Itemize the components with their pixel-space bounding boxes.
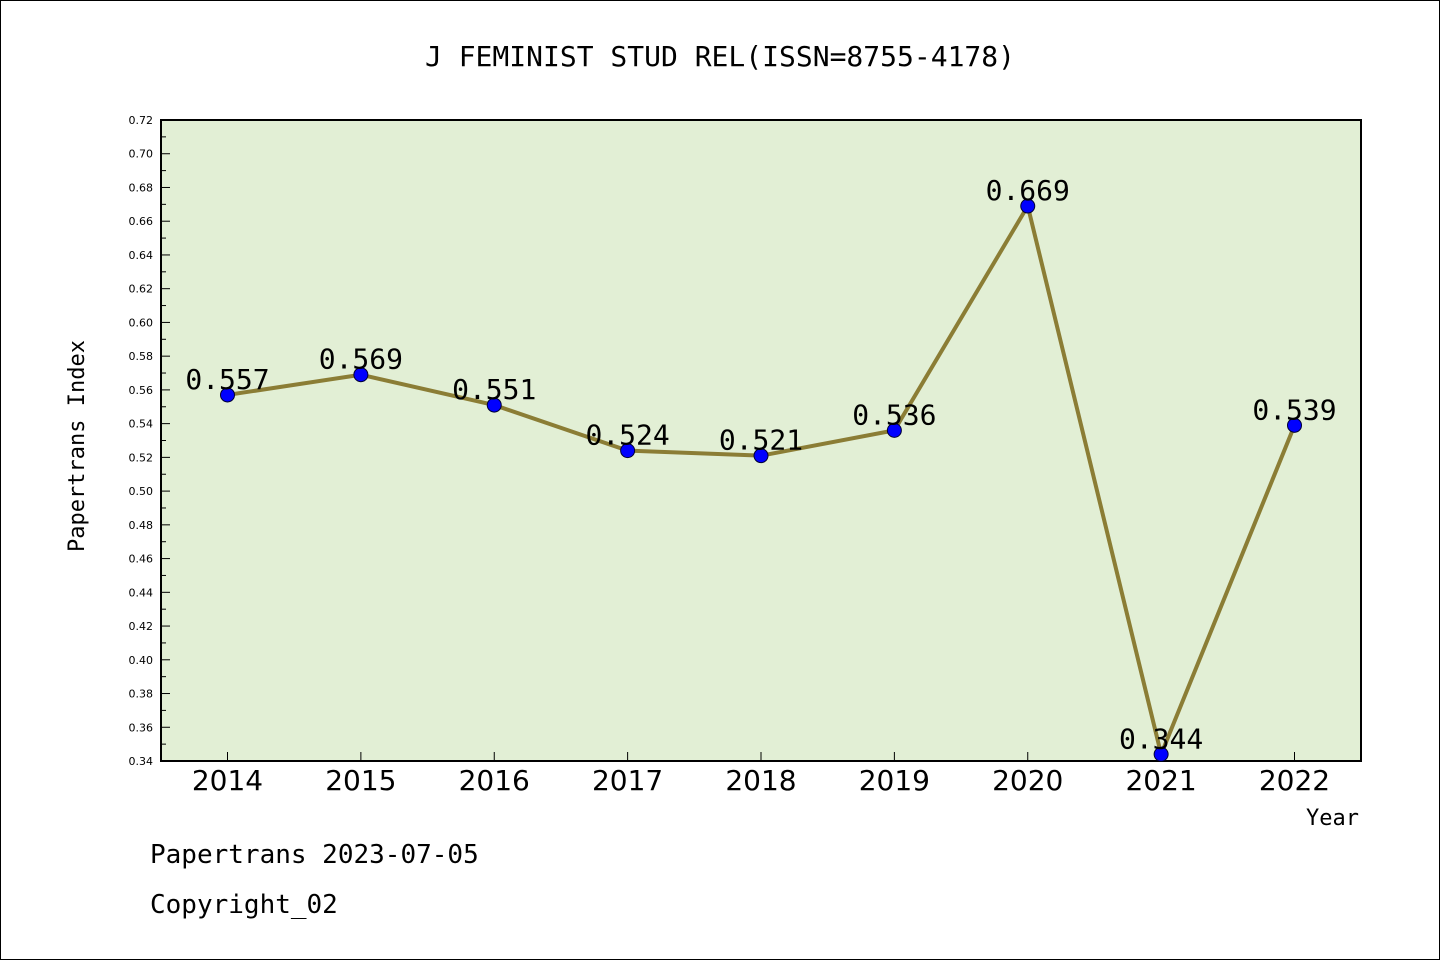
data-label: 0.536 [852, 398, 936, 431]
x-tick-label: 2019 [859, 764, 930, 797]
x-tick-label: 2015 [325, 764, 396, 797]
data-label: 0.539 [1252, 393, 1336, 426]
y-tick-label: 0.72 [129, 114, 154, 127]
y-tick-label: 0.36 [129, 721, 154, 734]
plot-area [160, 119, 1362, 762]
data-label: 0.557 [185, 363, 269, 396]
x-tick-label: 2017 [592, 764, 663, 797]
x-tick-label: 2022 [1259, 764, 1330, 797]
data-label: 0.344 [1119, 722, 1203, 755]
data-point [886, 422, 902, 438]
y-tick-label: 0.44 [129, 586, 154, 599]
y-tick-label: 0.66 [129, 215, 154, 228]
x-tick-label: 2021 [1125, 764, 1196, 797]
y-tick-label: 0.56 [129, 384, 154, 397]
data-point [753, 448, 769, 464]
data-point [1020, 198, 1036, 214]
y-tick-label: 0.38 [129, 688, 154, 701]
series-markers-group [220, 198, 1302, 762]
x-axis: 2014 2015 2016 2017 2018 2019 2020 2021 2022 [192, 752, 1330, 797]
data-label: 0.569 [319, 343, 403, 376]
y-tick-label: 0.42 [129, 620, 154, 633]
y-tick-label: 0.46 [129, 553, 154, 566]
data-label: 0.524 [585, 419, 669, 452]
y-tick-label: 0.60 [129, 316, 154, 329]
y-tick-label: 0.68 [129, 181, 154, 194]
x-tick-label: 2018 [725, 764, 796, 797]
data-point [1287, 417, 1302, 433]
data-point [486, 397, 502, 413]
data-label: 0.521 [719, 424, 803, 457]
footer-copyright: Copyright_02 [150, 890, 338, 920]
data-point [1153, 746, 1169, 762]
data-labels-group: 0.557 0.569 0.551 0.524 0.521 0.536 0.669 0.344… [185, 174, 1336, 755]
y-tick-label: 0.64 [129, 249, 154, 262]
y-tick-label: 0.54 [129, 418, 154, 431]
y-tick-label: 0.70 [129, 148, 154, 161]
y-tick-label: 0.34 [129, 755, 154, 768]
y-tick-label: 0.58 [129, 350, 154, 363]
x-tick-label: 2014 [192, 764, 263, 797]
data-point [620, 443, 636, 459]
data-label: 0.669 [986, 174, 1070, 207]
y-tick-label: 0.50 [129, 485, 154, 498]
y-tick-label: 0.52 [129, 451, 154, 464]
y-tick-label: 0.62 [129, 283, 154, 296]
y-tick-label: 0.48 [129, 519, 154, 532]
y-tick-label: 0.40 [129, 654, 154, 667]
x-tick-label: 2016 [459, 764, 530, 797]
footer-date: Papertrans 2023-07-05 [150, 840, 479, 870]
data-label: 0.551 [452, 373, 536, 406]
y-axis-label: Papertrans Index [65, 340, 90, 552]
data-point [353, 367, 369, 383]
chart-title: J FEMINIST STUD REL(ISSN=8755-4178) [425, 40, 1015, 73]
x-tick-label: 2020 [992, 764, 1063, 797]
y-axis: 0.34 0.36 0.38 0.40 0.42 0.44 0.46 0.48 0.50 0.52… [129, 114, 170, 768]
data-point [220, 387, 235, 403]
x-axis-label: Year [1306, 806, 1359, 831]
